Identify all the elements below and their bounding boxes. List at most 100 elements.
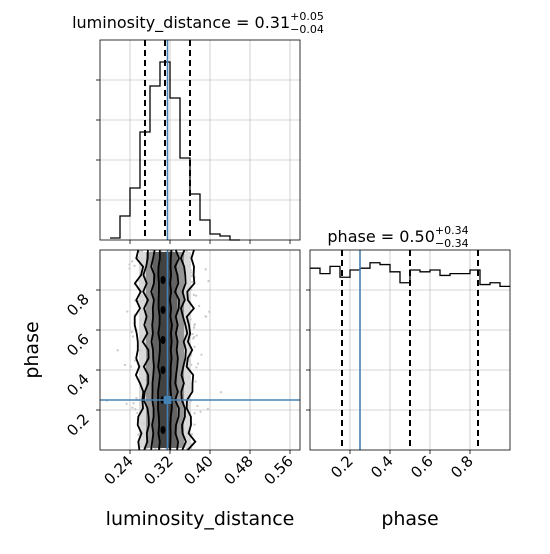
joint-density-contours [133, 249, 197, 451]
luminosity-distance-title: luminosity_distance = 0.31+0.05 −0.04 [72, 10, 324, 36]
scatter-point [191, 332, 194, 336]
scatter-point [196, 404, 199, 408]
density-core [160, 426, 166, 434]
joint-density-grid [100, 250, 300, 450]
phase-axis-label: phase [21, 321, 43, 378]
scatter-point [134, 408, 137, 411]
scatter-point [198, 304, 201, 308]
scatter-point [191, 280, 194, 284]
scatter-point [193, 324, 196, 327]
luminosity-distance-histogram-panel: luminosity_distance = 0.31+0.05 −0.04 [72, 10, 324, 244]
scatter-point [131, 260, 134, 263]
scatter-point [128, 263, 131, 266]
scatter-point [199, 410, 202, 413]
lum-xtick-label: 0.32 [140, 452, 176, 488]
phase-histogram-marks [306, 250, 510, 450]
lum-hist-step [110, 61, 240, 241]
density-contour [133, 249, 145, 451]
phase-histogram-panel: 0.2 0.4 0.6 0.8 phase = 0.50+0.34 −0.34 phas… [306, 224, 511, 530]
luminosity-distance-x-ticks: 0.24 0.32 0.40 0.48 0.56 [100, 450, 297, 488]
phase-xtick-label: 0.2 [327, 452, 357, 482]
luminosity-distance-histogram-marks [96, 40, 291, 244]
density-contour [150, 249, 156, 451]
scatter-point [128, 267, 131, 270]
luminosity-distance-axis-label: luminosity_distance [106, 508, 295, 530]
scatter-point [193, 336, 196, 339]
scatter-point [195, 294, 198, 297]
scatter-point [190, 433, 194, 436]
density-contour [179, 249, 189, 451]
phase-title: phase = 0.50+0.34 −0.34 [327, 224, 468, 250]
scatter-point [219, 391, 223, 394]
phase-title-base: phase = 0.50 [327, 227, 434, 246]
phase-title-upper-error: +0.34 [435, 224, 469, 237]
phase-x-ticks: 0.2 0.4 0.6 0.8 [327, 450, 477, 482]
phase-xtick-label: 0.4 [367, 452, 397, 482]
scatter-point [208, 310, 211, 313]
phase-histogram-frame [309, 249, 511, 451]
scatter-point [129, 365, 133, 368]
scatter-point [131, 406, 134, 409]
lum-xtick-label: 0.40 [180, 452, 216, 488]
scatter-point [192, 326, 196, 329]
scatter-point [193, 345, 196, 348]
scatter-point [206, 407, 209, 411]
scatter-point [132, 402, 135, 405]
scatter-point [195, 366, 198, 369]
scatter-point [133, 359, 137, 362]
scatter-point [204, 268, 207, 271]
scatter-point [131, 335, 135, 338]
joint-density-panel: 0.24 0.32 0.40 0.48 0.56 0.2 0.4 0.6 0.8 lumino… [21, 249, 301, 530]
scatter-point [193, 423, 196, 426]
density-core [160, 336, 166, 344]
lum-xtick-label: 0.56 [260, 452, 296, 488]
scatter-point [193, 412, 196, 415]
scatter-point [140, 250, 143, 253]
scatter-point [136, 411, 139, 415]
density-contour [174, 249, 181, 451]
density-core [160, 366, 166, 374]
scatter-point [196, 362, 200, 365]
density-core [160, 306, 166, 314]
scatter-point [126, 310, 129, 313]
scatter-point [116, 349, 119, 352]
scatter-point [133, 264, 136, 267]
scatter-point [135, 396, 138, 400]
scatter-point [192, 293, 195, 296]
luminosity-distance-title-upper-error: +0.05 [290, 10, 324, 23]
truth-marker [163, 396, 172, 404]
scatter-point [125, 402, 128, 405]
phase-axis-label: phase [381, 508, 438, 530]
lum-xtick-label: 0.24 [100, 452, 136, 488]
density-core [160, 276, 166, 284]
scatter-point [154, 447, 157, 450]
scatter-point [200, 353, 203, 356]
phase-ytick-label: 0.6 [63, 330, 93, 360]
phase-ytick-label: 0.2 [63, 410, 93, 440]
phase-ytick-label: 0.4 [63, 370, 93, 400]
density-contour [185, 249, 197, 451]
lum-xtick-label: 0.48 [220, 452, 256, 488]
scatter-point [195, 334, 198, 337]
density-contour [157, 249, 161, 451]
scatter-point [123, 363, 127, 367]
luminosity-distance-title-base: luminosity_distance = 0.31 [72, 13, 290, 33]
phase-y-ticks: 0.2 0.4 0.6 0.8 [63, 289, 100, 440]
scatter-point [194, 380, 197, 383]
scatter-point [204, 315, 207, 318]
density-contour [169, 249, 173, 451]
luminosity-distance-title-lower-error: −0.04 [290, 23, 324, 36]
phase-title-lower-error: −0.34 [435, 237, 469, 250]
phase-ytick-label: 0.8 [63, 290, 93, 320]
phase-xtick-label: 0.8 [447, 452, 477, 482]
density-contour [141, 249, 150, 451]
luminosity-distance-histogram-frame [99, 39, 301, 241]
scatter-point [185, 250, 188, 253]
scatter-point [207, 279, 210, 283]
joint-density-frame [99, 249, 301, 451]
joint-density-truth-lines [100, 250, 300, 450]
scatter-point [130, 330, 133, 334]
phase-xtick-label: 0.6 [407, 452, 437, 482]
